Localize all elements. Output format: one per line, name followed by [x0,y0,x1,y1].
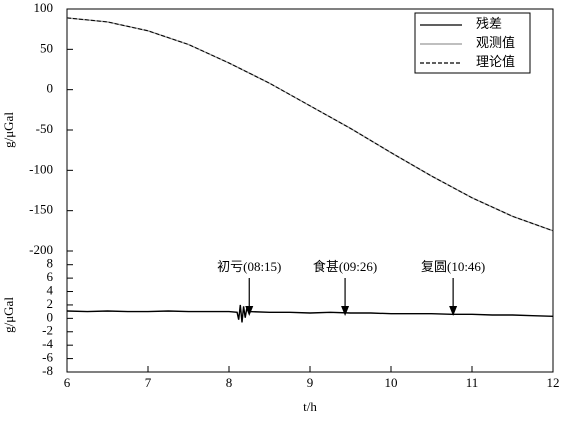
annotation-text: 食甚(09:26) [313,259,377,274]
series-line [66,304,554,323]
y-tick-label: 0 [47,81,54,96]
legend-label: 残差 [476,16,502,31]
y-tick-label: -4 [42,336,53,351]
y-axis-label: g/μGal [1,297,16,333]
y-tick-label: 100 [34,0,54,15]
y-tick-label: -200 [29,242,53,257]
y-tick-label: 50 [40,40,53,55]
x-tick-label: 8 [226,375,233,390]
x-tick-label: 6 [64,375,71,390]
y-tick-label: 6 [47,269,54,284]
y-tick-label: 0 [47,309,54,324]
y-tick-label: -6 [42,350,53,365]
annotation-text: 复圆(10:46) [421,259,485,274]
annotation-text: 初亏(08:15) [217,259,281,274]
y-tick-label: 2 [47,296,54,311]
annotation-arrowhead [341,306,350,316]
annotation-arrowhead [245,306,254,316]
y-tick-label: -8 [42,363,53,378]
x-tick-label: 10 [385,375,398,390]
y-tick-label: 8 [47,256,54,271]
y-tick-label: -100 [29,161,53,176]
series-line [66,17,554,232]
annotation-arrowhead [449,306,458,316]
x-tick-label: 9 [307,375,314,390]
legend-label: 理论值 [476,54,515,69]
y-tick-label: 4 [47,283,54,298]
legend-label: 观测值 [476,35,515,50]
x-axis-label: t/h [303,399,317,414]
x-tick-label: 7 [145,375,152,390]
y-axis-label: g/μGal [1,112,16,148]
y-tick-label: -2 [42,323,53,338]
y-tick-label: -50 [36,121,53,136]
x-tick-label: 12 [547,375,560,390]
y-tick-label: -150 [29,202,53,217]
x-tick-label: 11 [466,375,479,390]
